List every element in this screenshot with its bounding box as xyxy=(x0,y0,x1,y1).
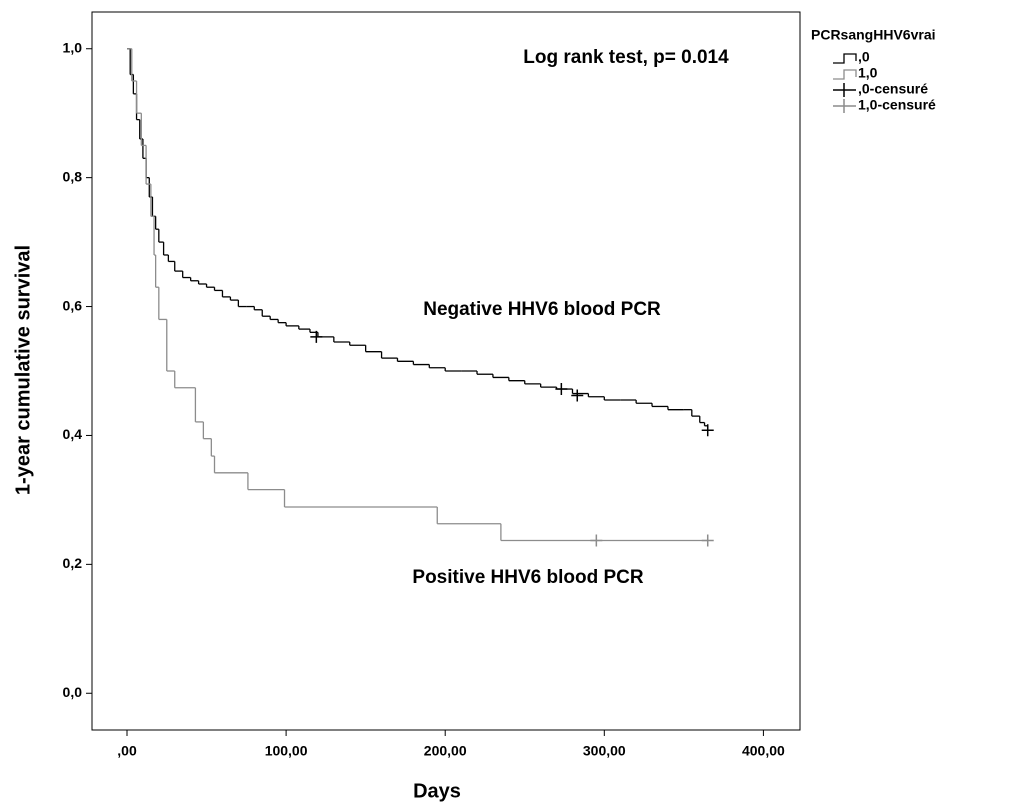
legend-label: 1,0 xyxy=(858,65,878,81)
y-tick-label: 0,2 xyxy=(63,555,83,571)
x-tick-label: 100,00 xyxy=(265,743,308,759)
annotation: Negative HHV6 blood PCR xyxy=(423,299,661,320)
legend-symbol xyxy=(833,99,856,113)
y-tick-label: 0,0 xyxy=(63,684,83,700)
y-tick-label: 0,4 xyxy=(63,426,83,442)
annotation: Log rank test, p= 0.014 xyxy=(523,47,729,68)
y-axis-title: 1-year cumulative survival xyxy=(12,245,34,495)
x-axis-title: Days xyxy=(413,780,461,802)
x-tick-label: ,00 xyxy=(117,743,137,759)
y-tick-label: 0,6 xyxy=(63,297,83,313)
y-tick-label: 0,8 xyxy=(63,168,83,184)
censor-mark xyxy=(310,330,323,343)
annotation: Positive HHV6 blood PCR xyxy=(412,567,643,588)
plot-frame xyxy=(91,11,801,731)
censor-mark xyxy=(701,424,714,437)
legend-symbol xyxy=(833,69,857,80)
censor-mark xyxy=(701,534,714,547)
censor-mark xyxy=(555,383,568,396)
legend-symbol xyxy=(833,83,856,97)
x-tick-label: 300,00 xyxy=(583,743,626,759)
censor-mark xyxy=(590,534,603,547)
censor-mark xyxy=(571,389,584,402)
legend-label: ,0 xyxy=(858,49,870,65)
legend-label: 1,0-censuré xyxy=(858,97,936,113)
legend-label: ,0-censuré xyxy=(858,81,928,97)
legend-symbol xyxy=(833,53,857,64)
x-tick-label: 400,00 xyxy=(742,743,785,759)
y-tick-label: 1,0 xyxy=(63,39,83,55)
x-tick-label: 200,00 xyxy=(424,743,467,759)
legend-title: PCRsangHHV6vrai xyxy=(811,27,936,43)
